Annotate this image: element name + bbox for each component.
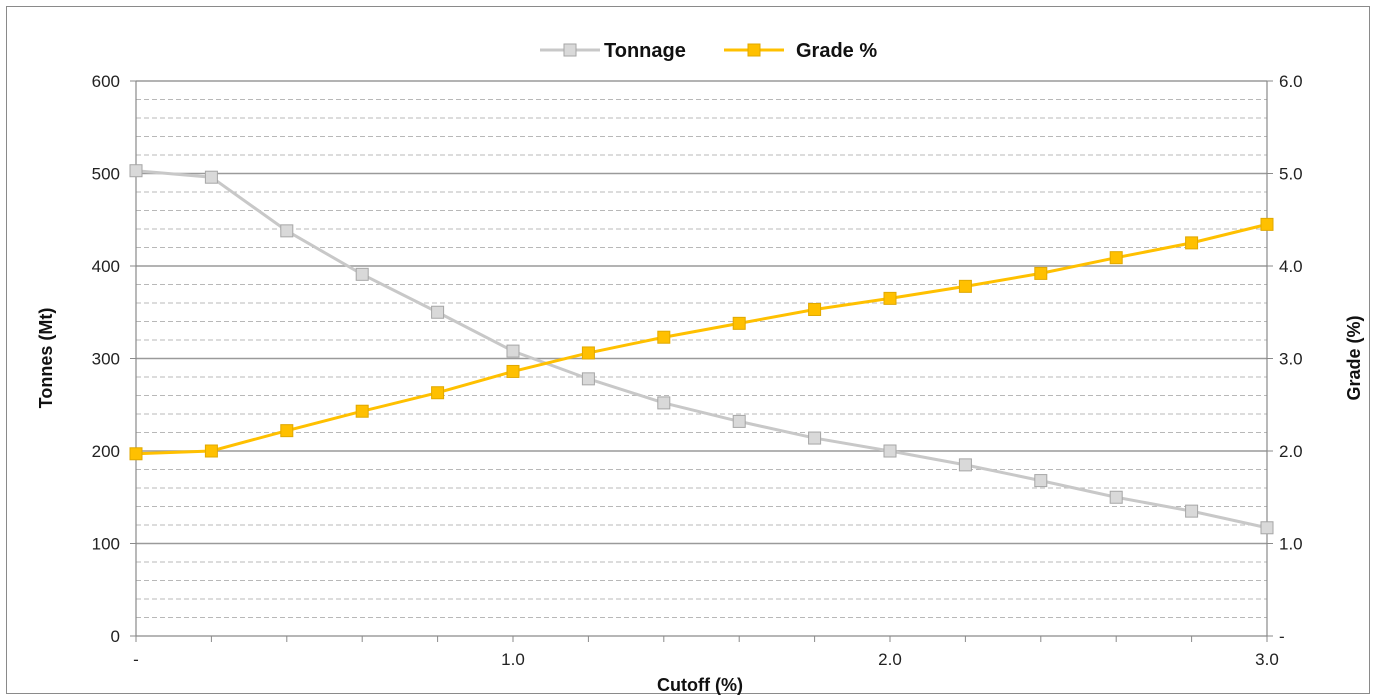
chart-frame (6, 6, 1370, 694)
y2-tick-label: 5.0 (1279, 165, 1303, 184)
grade-point (581, 346, 595, 360)
y-axis-title: Tonnes (Mt) (36, 308, 56, 409)
tonnage-point (280, 224, 294, 238)
grade-point (808, 302, 822, 316)
y-tick-label: 200 (92, 442, 120, 461)
grade-point (883, 291, 897, 305)
tonnage-point (1185, 504, 1199, 518)
tonnage-point (883, 444, 897, 458)
tonnage-point (581, 372, 595, 386)
y2-tick-label: 3.0 (1279, 350, 1303, 369)
series-line-0 (135, 169, 1268, 530)
tonnage-point (1260, 521, 1274, 535)
grade-point (204, 444, 218, 458)
y2-tick-label: 6.0 (1279, 72, 1303, 91)
grade-point (506, 364, 520, 378)
legend: Tonnage Grade % (540, 40, 877, 62)
tonnage-point (129, 164, 143, 178)
y-tick-label: 300 (92, 350, 120, 369)
y-tick-label: 400 (92, 257, 120, 276)
tonnage-point (431, 305, 445, 319)
grade-point (732, 316, 746, 330)
y2-axis-title: Grade (%) (1344, 315, 1364, 400)
y-tick-label: 500 (92, 165, 120, 184)
y2-tick-label: - (1279, 627, 1285, 646)
x-axis-title: Cutoff (%) (657, 675, 743, 695)
legend-tonnage-label: Tonnage (604, 40, 686, 62)
grade-point (1260, 217, 1274, 231)
grade-point (355, 404, 369, 418)
grade-point (431, 386, 445, 400)
x-tick-label: 3.0 (1255, 650, 1279, 669)
y-tick-label: 600 (92, 72, 120, 91)
grade-point (280, 424, 294, 438)
legend-tonnage-marker (563, 43, 577, 57)
axes: 0 100 200 300 400 500 600 - 1.0 2.0 3.0 4.0 5.0 6.0 - 1… (92, 72, 1303, 669)
tonnage-point (204, 170, 218, 184)
gridlines (136, 80, 1267, 618)
x-tick-label: 1.0 (501, 650, 525, 669)
tonnage-point (657, 396, 671, 410)
tonnage-point (958, 458, 972, 472)
series-group (129, 164, 1274, 535)
tonnage-point (1109, 490, 1123, 504)
legend-grade-label: Grade % (796, 40, 877, 62)
grade-point (129, 447, 143, 461)
legend-grade-marker (747, 43, 761, 57)
tonnage-point (355, 267, 369, 281)
grade-point (958, 279, 972, 293)
y2-tick-label: 2.0 (1279, 442, 1303, 461)
y2-tick-label: 4.0 (1279, 257, 1303, 276)
tonnage-point (732, 414, 746, 428)
grade-point (1185, 236, 1199, 250)
series-line-1 (135, 222, 1268, 456)
tonnage-point (1034, 474, 1048, 488)
tonnage-point (808, 431, 822, 445)
grade-point (1034, 266, 1048, 280)
tonnage-point (506, 344, 520, 358)
grade-point (657, 330, 671, 344)
y-tick-label: 0 (111, 627, 120, 646)
y-tick-label: 100 (92, 535, 120, 554)
y2-tick-label: 1.0 (1279, 535, 1303, 554)
x-tick-label: - (133, 650, 139, 669)
x-tick-label: 2.0 (878, 650, 902, 669)
grade-point (1109, 251, 1123, 265)
